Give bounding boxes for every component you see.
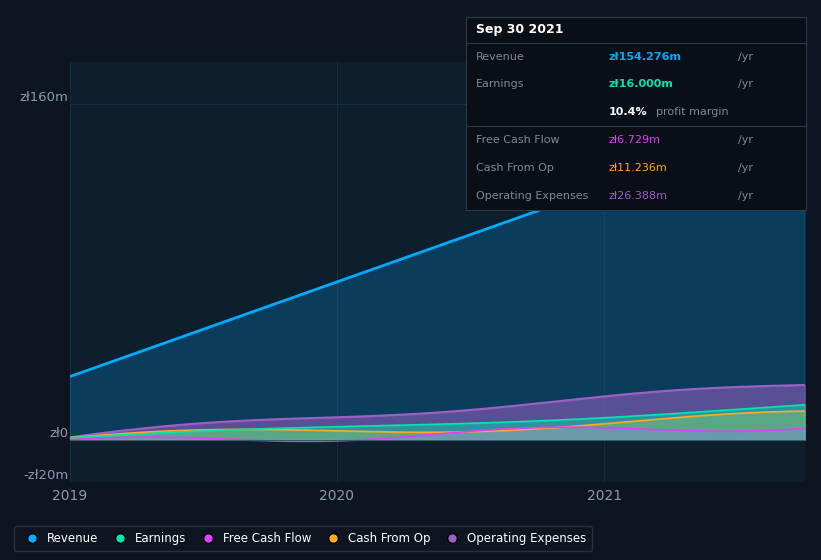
Text: zł160m: zł160m [20,91,68,104]
Text: zł11.236m: zł11.236m [608,163,667,173]
Legend: Revenue, Earnings, Free Cash Flow, Cash From Op, Operating Expenses: Revenue, Earnings, Free Cash Flow, Cash … [14,526,592,551]
Text: /yr: /yr [738,80,753,90]
Text: zł16.000m: zł16.000m [608,80,673,90]
Text: /yr: /yr [738,52,753,62]
Text: /yr: /yr [738,191,753,201]
Text: zł154.276m: zł154.276m [608,52,681,62]
Text: -zł20m: -zł20m [23,469,68,482]
Text: /yr: /yr [738,135,753,145]
Text: Earnings: Earnings [475,80,525,90]
Text: zł0: zł0 [49,427,68,440]
Text: zł6.729m: zł6.729m [608,135,661,145]
Text: Free Cash Flow: Free Cash Flow [475,135,559,145]
Text: Operating Expenses: Operating Expenses [475,191,588,201]
Text: Cash From Op: Cash From Op [475,163,553,173]
Text: Sep 30 2021: Sep 30 2021 [475,23,563,36]
Text: profit margin: profit margin [656,108,729,118]
Text: zł26.388m: zł26.388m [608,191,667,201]
Text: Revenue: Revenue [475,52,525,62]
Text: /yr: /yr [738,163,753,173]
Text: 10.4%: 10.4% [608,108,647,118]
